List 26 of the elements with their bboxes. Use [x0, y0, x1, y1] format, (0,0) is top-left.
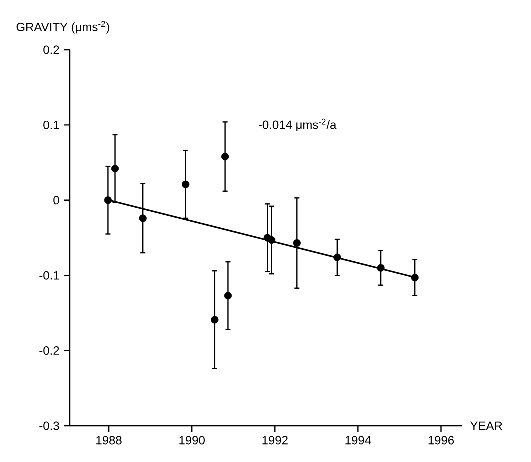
point: [182, 180, 190, 188]
point: [224, 292, 232, 300]
point: [222, 152, 230, 161]
y-tick-label: 0.2: [44, 46, 60, 54]
point: [268, 236, 276, 244]
point: [377, 264, 385, 272]
annotation: -0.014 μms$^{-2}$/a: [258, 118, 337, 132]
x-tick-label: 1992: [262, 436, 288, 445]
point: [139, 214, 147, 222]
y-tick-label: 0: [54, 196, 60, 205]
y-tick-label: -0.2: [40, 346, 60, 356]
y-axis-title: GRAVITY (μms$^{-2}$): [16, 21, 110, 34]
point: [293, 239, 301, 248]
point: [211, 316, 219, 324]
point: [411, 274, 419, 282]
y-tick-label: 0.1: [44, 120, 60, 130]
x-tick-label: 1988: [96, 436, 122, 445]
x-tick-label: 1996: [428, 436, 454, 445]
point: [334, 254, 342, 262]
x-axis-title: YEAR: [470, 422, 502, 430]
point: [104, 196, 112, 204]
y-tick-label: -0.1: [40, 271, 60, 280]
x-tick-label: 1990: [180, 436, 205, 445]
x-tick-label: 1994: [346, 436, 372, 445]
y-tick-label: -0.3: [40, 422, 60, 430]
point: [111, 165, 120, 173]
